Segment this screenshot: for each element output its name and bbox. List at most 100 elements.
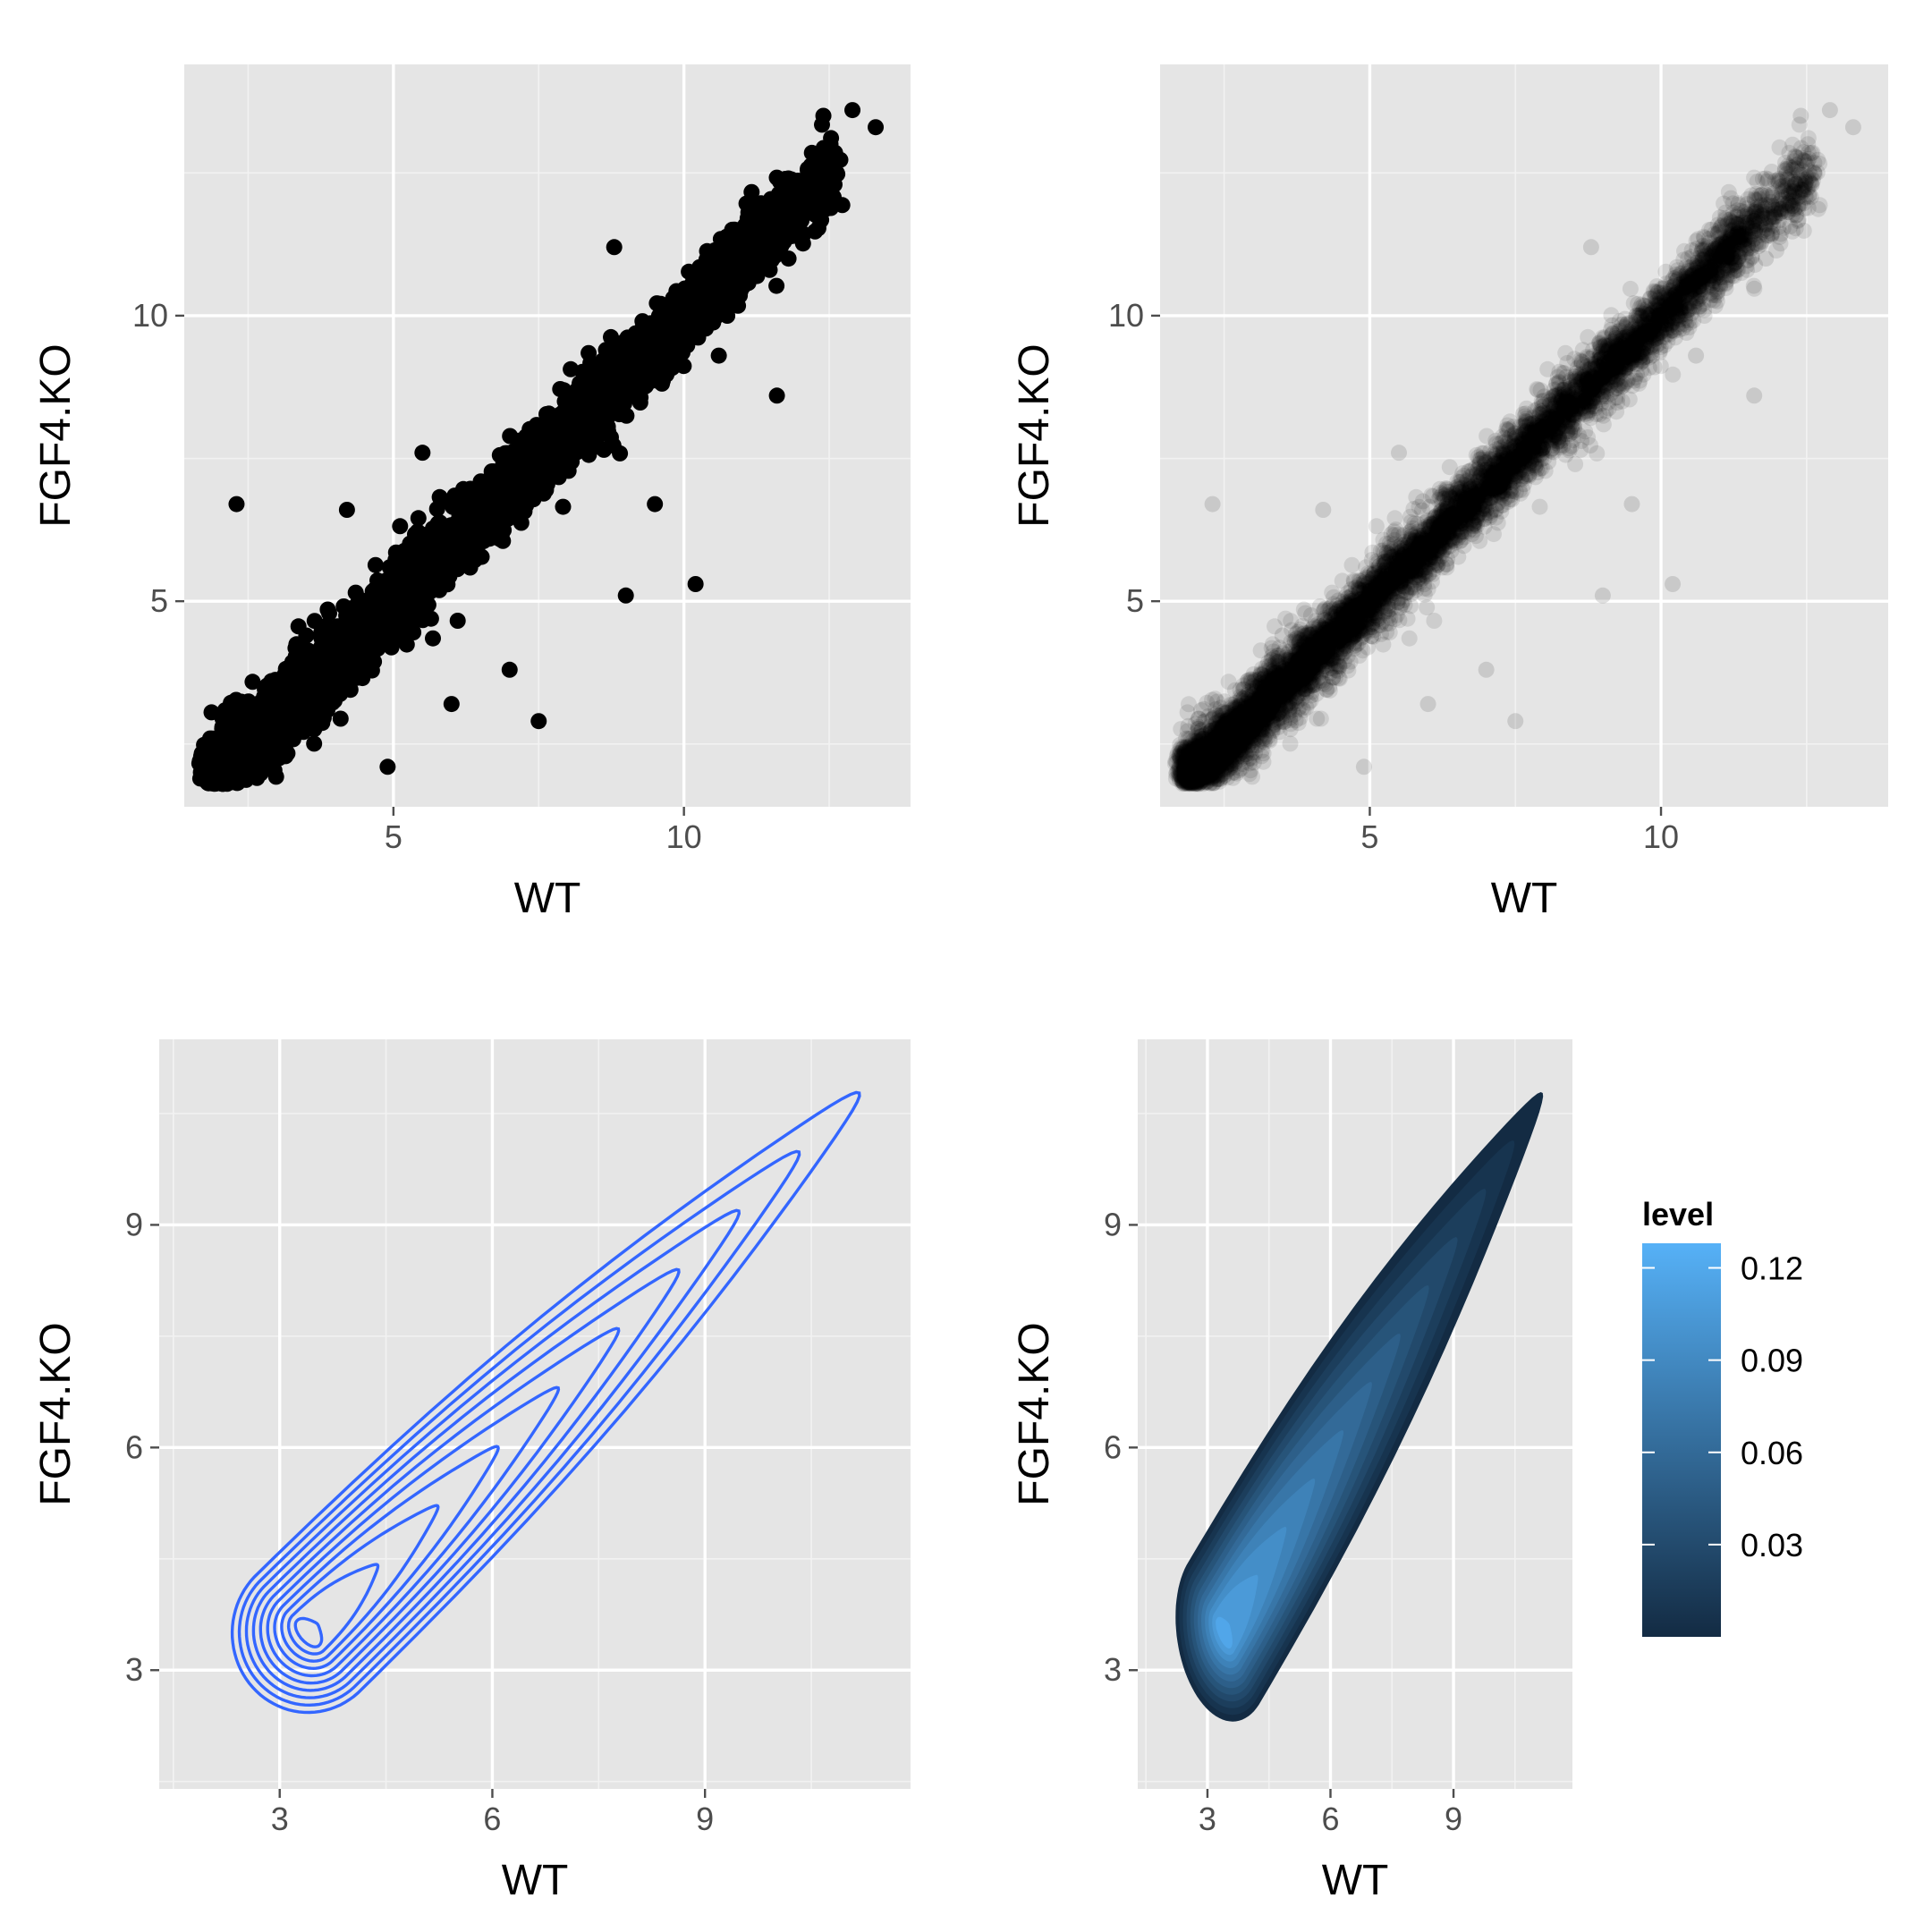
plot-marks: [191, 102, 885, 792]
data-point: [208, 749, 225, 766]
data-point: [614, 353, 631, 369]
data-point: [768, 277, 785, 294]
data-point: [612, 445, 629, 462]
data-point: [771, 199, 788, 216]
data-point: [548, 428, 565, 445]
data-point: [744, 204, 761, 220]
data-point: [258, 720, 275, 737]
data-point: [392, 518, 409, 535]
data-point: [425, 630, 441, 647]
data-point: [244, 674, 261, 691]
data-point: [449, 613, 466, 629]
data-point: [657, 352, 674, 369]
data-point: [274, 688, 291, 705]
data-point: [573, 402, 589, 419]
data-point: [345, 663, 362, 680]
data-point: [699, 289, 716, 306]
data-point: [485, 495, 502, 512]
data-point: [255, 734, 272, 751]
data-point: [392, 572, 409, 589]
data-point: [402, 594, 419, 611]
data-point: [693, 273, 710, 290]
data-point: [438, 531, 455, 548]
data-point: [211, 768, 228, 785]
data-point: [449, 557, 466, 574]
data-point: [494, 526, 510, 542]
data-point: [367, 604, 384, 620]
data-point: [515, 467, 532, 483]
data-point: [494, 472, 511, 489]
data-point: [367, 556, 384, 573]
data-point: [238, 771, 255, 788]
data-point: [321, 605, 337, 622]
data-point: [555, 498, 572, 515]
data-point: [743, 260, 760, 277]
data-point: [617, 338, 634, 355]
data-point: [296, 689, 313, 706]
data-point: [419, 532, 436, 549]
data-point: [318, 679, 335, 696]
data-point: [559, 443, 576, 459]
data-point: [462, 510, 479, 527]
data-point: [410, 510, 427, 527]
data-point: [675, 358, 692, 375]
data-point: [593, 397, 610, 414]
data-point: [398, 636, 415, 653]
data-point: [563, 360, 580, 377]
data-point: [228, 691, 244, 708]
data-point: [503, 486, 520, 503]
data-point: [576, 383, 593, 400]
data-point: [422, 610, 439, 627]
data-point: [809, 207, 826, 224]
data-point: [675, 320, 692, 337]
data-point: [603, 328, 619, 345]
data-point: [337, 650, 354, 667]
data-point: [287, 706, 304, 723]
data-point: [332, 710, 349, 727]
data-point: [730, 297, 747, 314]
data-point: [250, 755, 267, 772]
data-point: [580, 344, 597, 361]
data-point: [623, 369, 640, 386]
data-point: [756, 237, 773, 254]
data-point: [716, 263, 733, 280]
data-point: [806, 159, 822, 176]
data-point: [306, 735, 323, 752]
data-point: [331, 678, 348, 695]
data-point: [735, 276, 752, 293]
data-point: [552, 406, 569, 423]
data-point: [400, 560, 416, 577]
data-point: [567, 423, 584, 440]
data-point: [552, 381, 569, 397]
data-point: [431, 488, 448, 505]
data-point: [782, 187, 799, 204]
data-point: [637, 324, 654, 341]
data-point: [708, 308, 724, 325]
data-point: [382, 582, 399, 599]
data-point: [315, 709, 332, 726]
data-point: [427, 576, 444, 593]
data-point: [243, 714, 260, 730]
data-point: [386, 605, 403, 622]
data-point: [666, 306, 683, 323]
data-point: [267, 768, 284, 785]
data-point: [410, 611, 427, 628]
data-point: [711, 282, 728, 299]
data-point: [834, 197, 851, 214]
data-point: [364, 583, 381, 600]
data-point: [302, 674, 319, 691]
data-point: [826, 144, 843, 161]
data-point: [427, 551, 444, 568]
data-point: [629, 351, 646, 368]
data-point: [782, 173, 799, 190]
data-point: [733, 238, 750, 255]
data-point: [313, 659, 330, 676]
data-point: [800, 177, 817, 193]
data-point: [431, 513, 448, 530]
data-point: [596, 361, 613, 378]
data-point: [347, 640, 363, 657]
data-point: [271, 750, 288, 767]
data-point: [795, 225, 812, 242]
